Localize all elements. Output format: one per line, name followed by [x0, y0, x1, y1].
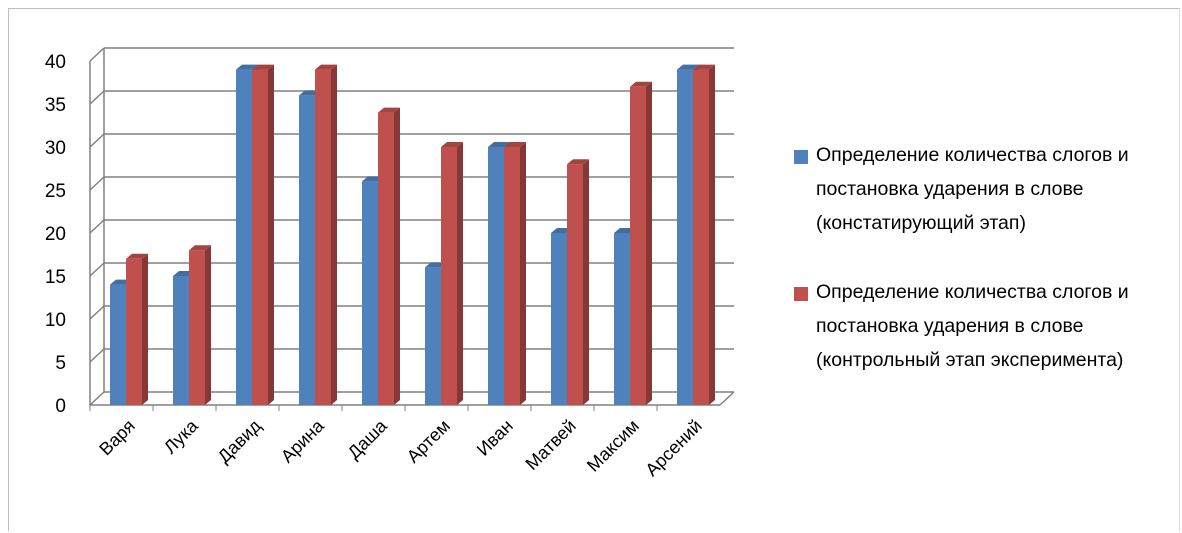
bar-front [173, 276, 189, 405]
gridline-depth [89, 262, 105, 277]
gridline-depth [89, 305, 105, 320]
bar-front [315, 69, 331, 405]
floor-right-edge [719, 391, 735, 406]
bar-top [677, 64, 699, 70]
x-category-label: Варя [95, 416, 139, 460]
bar-front [362, 181, 378, 405]
bar-Лука-series-2 [189, 245, 211, 405]
bar-top [441, 142, 463, 147]
bar-side [268, 64, 274, 405]
gridline-depth [89, 176, 105, 191]
bar-front [378, 112, 394, 405]
bar-top [126, 253, 148, 259]
bar-front [441, 147, 457, 405]
bar-front [488, 147, 504, 405]
bar-side [709, 64, 715, 405]
chart-frame [8, 8, 1180, 531]
legend-label-series-1: Определение количества слогов и постанов… [816, 144, 1129, 234]
gridline-depth [89, 219, 105, 234]
bar-top [189, 245, 211, 251]
bar-front [110, 284, 126, 405]
x-category-label: Даша [344, 415, 392, 463]
legend-label-series-2: Определение количества слогов и постанов… [816, 281, 1129, 371]
x-category-label: Арина [277, 415, 329, 467]
bar-side [646, 81, 652, 406]
bar-Давид-series-2 [252, 64, 274, 405]
bar-front [677, 69, 693, 405]
bar-top [488, 142, 510, 147]
bar-front [504, 147, 520, 405]
bar-top [378, 107, 400, 113]
bar-front [630, 86, 646, 406]
bar-Варя-series-2 [126, 253, 148, 405]
bar-Иван-series-2 [504, 142, 526, 405]
bar-Артем-series-2 [441, 142, 463, 405]
bar-Даша-series-2 [378, 107, 400, 405]
bar-front [236, 69, 252, 405]
gridline-depth [89, 47, 105, 62]
gridline-depth [89, 348, 105, 363]
x-category-label: Давид [214, 415, 265, 466]
bar-top [567, 159, 589, 165]
bar-front [126, 258, 142, 405]
bar-front [693, 69, 709, 405]
y-axis-ticks: 0 5 10 15 20 25 30 35 40 [45, 52, 66, 417]
bar-top [630, 81, 652, 87]
bar-top [693, 64, 715, 70]
gridline-depth [89, 133, 105, 148]
bar-side [457, 142, 463, 405]
bar-side [583, 159, 589, 405]
bar-front [252, 69, 268, 405]
x-category-label: Артем [403, 416, 454, 467]
bar-side [142, 253, 148, 405]
bar-front [189, 250, 205, 405]
bar-top [315, 64, 337, 70]
x-axis-categories: Варя Лука Давид Арина Даша Артем Иван Матвей Мак… [95, 415, 706, 480]
bar-side [394, 107, 400, 405]
bar-front [567, 164, 583, 405]
bar-Арсений-series-2 [693, 64, 715, 405]
y-tick-label: 0 [55, 396, 66, 417]
x-category-label: Арсений [641, 416, 705, 480]
bar-top [504, 142, 526, 147]
bar-Матвей-series-2 [567, 159, 589, 405]
bar-Максим-series-2 [630, 81, 652, 406]
y-tick-label: 20 [45, 224, 66, 245]
gridline-depth [89, 90, 105, 105]
x-category-label: Максим [583, 416, 643, 476]
x-category-label: Иван [473, 416, 517, 460]
y-tick-label: 15 [45, 267, 66, 288]
bar-front [614, 233, 630, 405]
y-tick-label: 30 [45, 138, 66, 159]
bar-Арина-series-2 [315, 64, 337, 405]
bars [110, 64, 715, 406]
bar-top [236, 64, 258, 70]
bar-side [205, 245, 211, 405]
bar-front [551, 233, 567, 405]
y-tick-label: 35 [45, 95, 66, 116]
gridline-depth [89, 391, 105, 406]
y-tick-label: 10 [45, 310, 66, 331]
y-tick-label: 25 [45, 181, 66, 202]
x-category-label: Матвей [522, 416, 580, 474]
legend-swatch-series-1 [794, 150, 808, 164]
y-tick-label: 40 [45, 52, 66, 73]
x-category-label: Лука [160, 415, 203, 458]
legend: Определение количества слогов и постанов… [794, 138, 1174, 412]
bar-front [299, 95, 315, 406]
bar-front [425, 267, 441, 405]
y-tick-label: 5 [55, 353, 66, 374]
bar-side [520, 142, 526, 405]
bar-side [331, 64, 337, 405]
bar-top [252, 64, 274, 70]
legend-swatch-series-2 [794, 287, 808, 301]
legend-item-series-1: Определение количества слогов и постанов… [794, 138, 1174, 240]
legend-item-series-2: Определение количества слогов и постанов… [794, 275, 1174, 377]
